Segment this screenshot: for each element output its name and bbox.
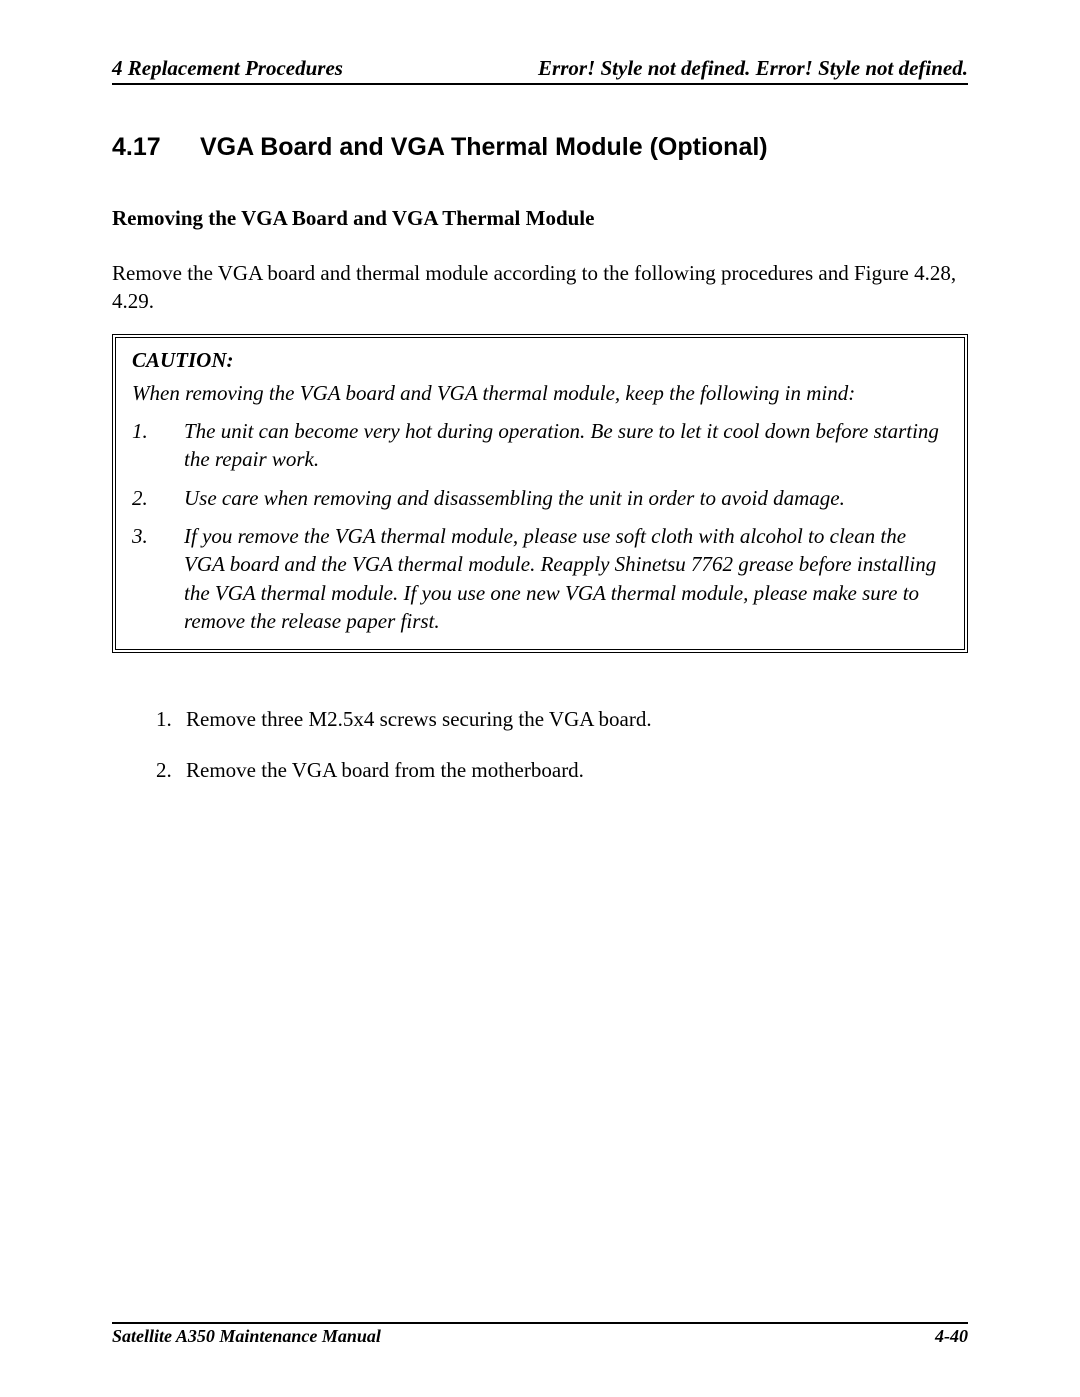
- caution-item-text: Use care when removing and disassembling…: [184, 484, 845, 512]
- caution-intro: When removing the VGA board and VGA ther…: [132, 379, 948, 407]
- procedure-steps: 1. Remove three M2.5x4 screws securing t…: [112, 705, 968, 806]
- caution-item: 2. Use care when removing and disassembl…: [132, 484, 948, 512]
- header-right: Error! Style not defined. Error! Style n…: [538, 56, 968, 81]
- caution-item-number: 2.: [132, 484, 184, 512]
- caution-list: 1. The unit can become very hot during o…: [132, 417, 948, 635]
- caution-item-number: 1.: [132, 417, 184, 474]
- caution-item: 1. The unit can become very hot during o…: [132, 417, 948, 474]
- caution-item-text: The unit can become very hot during oper…: [184, 417, 948, 474]
- footer-left: Satellite A350 Maintenance Manual: [112, 1326, 381, 1347]
- step-item: 2. Remove the VGA board from the motherb…: [156, 756, 968, 784]
- header-left: 4 Replacement Procedures: [112, 56, 343, 81]
- sub-heading: Removing the VGA Board and VGA Thermal M…: [112, 206, 968, 231]
- running-footer: Satellite A350 Maintenance Manual 4-40: [112, 1322, 968, 1347]
- step-item: 1. Remove three M2.5x4 screws securing t…: [156, 705, 968, 733]
- running-header: 4 Replacement Procedures Error! Style no…: [112, 56, 968, 85]
- caution-item: 3. If you remove the VGA thermal module,…: [132, 522, 948, 635]
- section-number: 4.17: [112, 133, 200, 162]
- section-title: VGA Board and VGA Thermal Module (Option…: [200, 133, 768, 162]
- intro-paragraph: Remove the VGA board and thermal module …: [112, 259, 968, 316]
- caution-item-text: If you remove the VGA thermal module, pl…: [184, 522, 948, 635]
- step-text: Remove the VGA board from the motherboar…: [186, 756, 584, 784]
- step-number: 2.: [156, 756, 186, 784]
- section-heading: 4.17 VGA Board and VGA Thermal Module (O…: [112, 133, 968, 162]
- caution-box: CAUTION: When removing the VGA board and…: [112, 334, 968, 654]
- footer-right: 4-40: [935, 1326, 968, 1347]
- caution-item-number: 3.: [132, 522, 184, 635]
- page: 4 Replacement Procedures Error! Style no…: [0, 0, 1080, 1397]
- step-number: 1.: [156, 705, 186, 733]
- step-text: Remove three M2.5x4 screws securing the …: [186, 705, 652, 733]
- caution-label: CAUTION:: [132, 348, 948, 373]
